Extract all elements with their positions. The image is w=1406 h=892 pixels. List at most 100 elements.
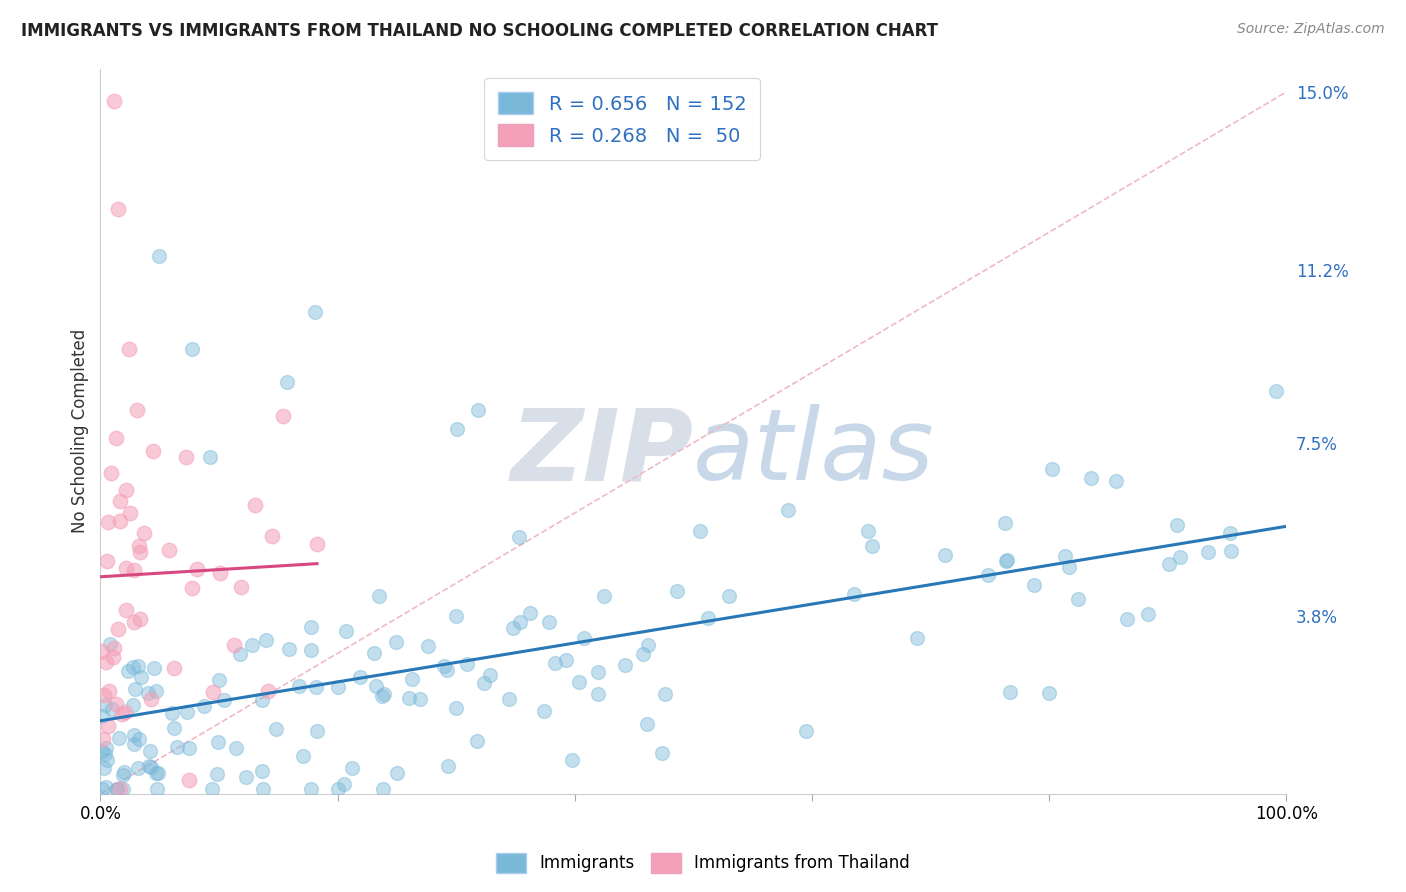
Point bbox=[145, 766, 167, 780]
Point bbox=[207, 673, 229, 688]
Point bbox=[260, 529, 283, 543]
Point bbox=[363, 646, 385, 660]
Point bbox=[304, 305, 326, 319]
Point bbox=[416, 639, 439, 653]
Point bbox=[328, 680, 350, 694]
Point bbox=[371, 782, 394, 797]
Point bbox=[122, 615, 145, 629]
Point bbox=[593, 590, 616, 604]
Point bbox=[122, 727, 145, 741]
Point bbox=[148, 249, 170, 263]
Point bbox=[613, 658, 636, 673]
Point bbox=[112, 768, 135, 782]
Point bbox=[995, 552, 1018, 566]
Point bbox=[118, 343, 141, 357]
Point bbox=[148, 765, 170, 780]
Point bbox=[97, 516, 120, 530]
Point bbox=[717, 589, 740, 603]
Point bbox=[142, 444, 165, 458]
Point bbox=[533, 704, 555, 718]
Point bbox=[117, 665, 139, 679]
Point bbox=[508, 530, 530, 544]
Point bbox=[860, 539, 883, 553]
Point bbox=[264, 722, 287, 736]
Point bbox=[100, 466, 122, 480]
Point bbox=[858, 524, 880, 539]
Point bbox=[305, 537, 328, 551]
Point bbox=[696, 610, 718, 624]
Point bbox=[90, 744, 112, 758]
Point bbox=[177, 740, 200, 755]
Point bbox=[136, 685, 159, 699]
Point bbox=[111, 707, 134, 722]
Point bbox=[108, 731, 131, 746]
Point bbox=[98, 684, 121, 698]
Point bbox=[1067, 592, 1090, 607]
Point bbox=[335, 624, 357, 639]
Point bbox=[93, 688, 115, 702]
Text: Source: ZipAtlas.com: Source: ZipAtlas.com bbox=[1237, 22, 1385, 37]
Point bbox=[198, 450, 221, 464]
Point bbox=[207, 767, 229, 781]
Text: IMMIGRANTS VS IMMIGRANTS FROM THAILAND NO SCHOOLING COMPLETED CORRELATION CHART: IMMIGRANTS VS IMMIGRANTS FROM THAILAND N… bbox=[21, 22, 938, 40]
Point bbox=[373, 688, 395, 702]
Point bbox=[637, 638, 659, 652]
Point bbox=[110, 782, 132, 797]
Point bbox=[94, 780, 117, 794]
Point bbox=[538, 615, 561, 629]
Point bbox=[1166, 518, 1188, 533]
Y-axis label: No Schooling Completed: No Schooling Completed bbox=[72, 329, 89, 533]
Point bbox=[124, 563, 146, 577]
Point bbox=[1040, 462, 1063, 476]
Point bbox=[994, 554, 1017, 568]
Point bbox=[333, 777, 356, 791]
Text: atlas: atlas bbox=[693, 404, 935, 501]
Point bbox=[271, 409, 294, 423]
Point bbox=[128, 612, 150, 626]
Point bbox=[103, 640, 125, 655]
Point bbox=[143, 661, 166, 675]
Point bbox=[112, 782, 135, 797]
Point bbox=[844, 587, 866, 601]
Point bbox=[288, 679, 311, 693]
Point bbox=[129, 670, 152, 684]
Point bbox=[631, 647, 654, 661]
Point bbox=[401, 672, 423, 686]
Point bbox=[509, 615, 531, 629]
Point bbox=[90, 782, 112, 797]
Point bbox=[305, 681, 328, 695]
Legend: R = 0.656   N = 152, R = 0.268   N =  50: R = 0.656 N = 152, R = 0.268 N = 50 bbox=[485, 78, 761, 160]
Point bbox=[437, 759, 460, 773]
Point bbox=[398, 691, 420, 706]
Point bbox=[157, 543, 180, 558]
Point bbox=[93, 761, 115, 775]
Point bbox=[479, 667, 502, 681]
Point bbox=[368, 589, 391, 603]
Point bbox=[665, 583, 688, 598]
Point bbox=[97, 719, 120, 733]
Point bbox=[1080, 471, 1102, 485]
Point bbox=[107, 202, 129, 216]
Point bbox=[433, 659, 456, 673]
Point bbox=[93, 698, 115, 712]
Point bbox=[212, 692, 235, 706]
Point bbox=[254, 632, 277, 647]
Point bbox=[299, 782, 322, 797]
Point bbox=[124, 737, 146, 751]
Point bbox=[1168, 550, 1191, 565]
Point bbox=[366, 679, 388, 693]
Point bbox=[207, 734, 229, 748]
Point bbox=[561, 753, 583, 767]
Point bbox=[349, 670, 371, 684]
Point bbox=[654, 687, 676, 701]
Point bbox=[689, 524, 711, 539]
Point bbox=[103, 95, 125, 109]
Point bbox=[467, 403, 489, 417]
Point bbox=[387, 766, 409, 780]
Point bbox=[1157, 557, 1180, 571]
Point bbox=[1115, 612, 1137, 626]
Point bbox=[998, 685, 1021, 699]
Point bbox=[1197, 545, 1219, 559]
Point bbox=[934, 548, 956, 562]
Point bbox=[105, 782, 128, 797]
